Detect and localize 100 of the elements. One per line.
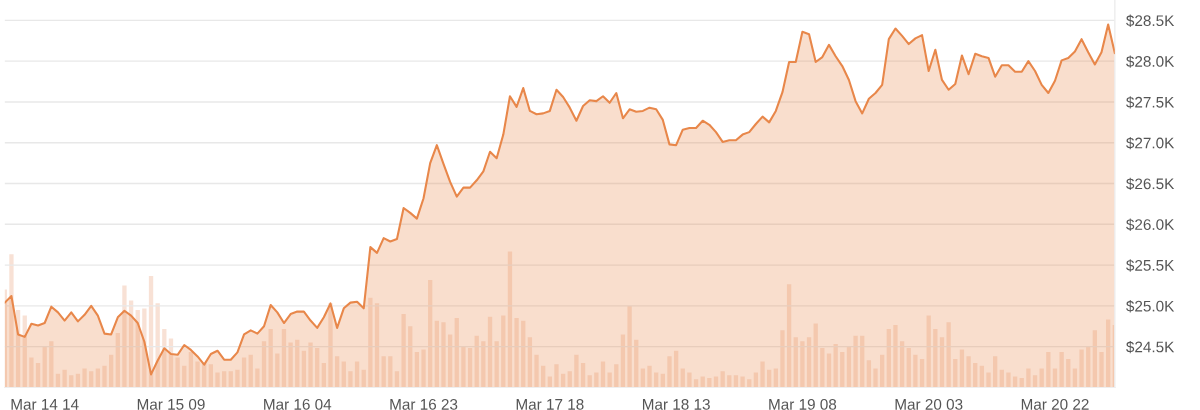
bar [348, 371, 353, 388]
bar [680, 368, 685, 388]
bar [1006, 372, 1011, 388]
bar [122, 285, 127, 388]
bar [1092, 330, 1098, 388]
y-tick-label: $25.5K [1126, 259, 1175, 272]
bar [474, 335, 479, 388]
bar [740, 376, 745, 388]
y-tick-label: $24.5K [1126, 340, 1175, 354]
y-tick-label: $27.5K [1126, 96, 1175, 109]
bar [9, 254, 14, 388]
bar [334, 356, 340, 388]
bar [826, 353, 832, 388]
bar [933, 328, 938, 388]
bar [899, 341, 905, 388]
bar [268, 328, 273, 388]
bar [946, 322, 951, 388]
bar [467, 348, 473, 388]
y-tick-label: $28.0K [1126, 55, 1175, 68]
bar [441, 322, 446, 388]
y-tick-label: $26.0K [1126, 218, 1175, 231]
bar [261, 341, 267, 388]
bar [414, 352, 420, 388]
bar [1072, 368, 1078, 388]
x-tick-label: Mar 20 03 [895, 398, 963, 410]
bar [1105, 319, 1111, 388]
bar [853, 335, 858, 388]
bar [108, 354, 114, 388]
bar [115, 333, 120, 388]
bar [1086, 346, 1091, 388]
bar [813, 323, 818, 388]
bar [673, 350, 679, 388]
bar [321, 362, 326, 388]
x-tick-label: Mar 20 22 [1021, 398, 1089, 410]
bar [614, 364, 619, 388]
bar [494, 341, 499, 388]
bar [1046, 352, 1051, 388]
bar [248, 354, 253, 388]
bar [328, 303, 333, 388]
bar [860, 335, 865, 388]
bar [255, 368, 260, 388]
bar [693, 379, 699, 388]
bar [29, 357, 34, 388]
bar [228, 371, 233, 388]
bar [428, 280, 433, 388]
bar [953, 358, 958, 388]
bar [1059, 352, 1064, 388]
bar [966, 356, 971, 388]
bar [554, 364, 559, 388]
bar [727, 375, 732, 388]
y-tick-label: $26.5K [1126, 177, 1175, 191]
bar [82, 368, 87, 388]
bar [408, 326, 413, 388]
bar [288, 342, 293, 388]
bar [580, 362, 586, 388]
bar [574, 354, 579, 388]
bar [281, 328, 287, 388]
bar [906, 348, 911, 388]
bar [394, 371, 400, 388]
bar [315, 348, 320, 388]
bar [514, 318, 519, 388]
bar [913, 354, 918, 388]
bar [501, 315, 506, 388]
bar [607, 372, 612, 388]
bar [1066, 358, 1071, 388]
bar [986, 372, 991, 388]
bar [368, 297, 373, 388]
bar [89, 371, 94, 388]
bar [241, 357, 247, 388]
bar [773, 368, 778, 388]
bar [733, 375, 739, 388]
x-tick-label: Mar 17 18 [516, 398, 584, 410]
bar [195, 361, 200, 388]
bar [786, 284, 792, 388]
bar [800, 341, 805, 388]
bar [667, 356, 672, 388]
bar [919, 358, 925, 388]
bar [447, 334, 453, 388]
bar [454, 318, 459, 388]
bar [102, 365, 107, 388]
bar [939, 337, 945, 388]
bar [880, 354, 885, 388]
bar [973, 362, 978, 388]
bar [840, 352, 845, 388]
bar [640, 368, 646, 388]
bar [873, 368, 878, 388]
bar [1099, 352, 1104, 388]
bar [221, 371, 227, 388]
bar [388, 356, 393, 388]
bar [959, 349, 965, 388]
bar [1026, 368, 1031, 388]
bar [1052, 368, 1058, 388]
bar [95, 368, 101, 388]
bar [381, 356, 386, 388]
bar [175, 357, 180, 388]
x-tick-label: Mar 19 08 [769, 398, 837, 410]
x-tick-label: Mar 16 23 [390, 398, 458, 410]
bar [760, 361, 765, 388]
bar [215, 372, 220, 388]
bar [820, 348, 825, 388]
